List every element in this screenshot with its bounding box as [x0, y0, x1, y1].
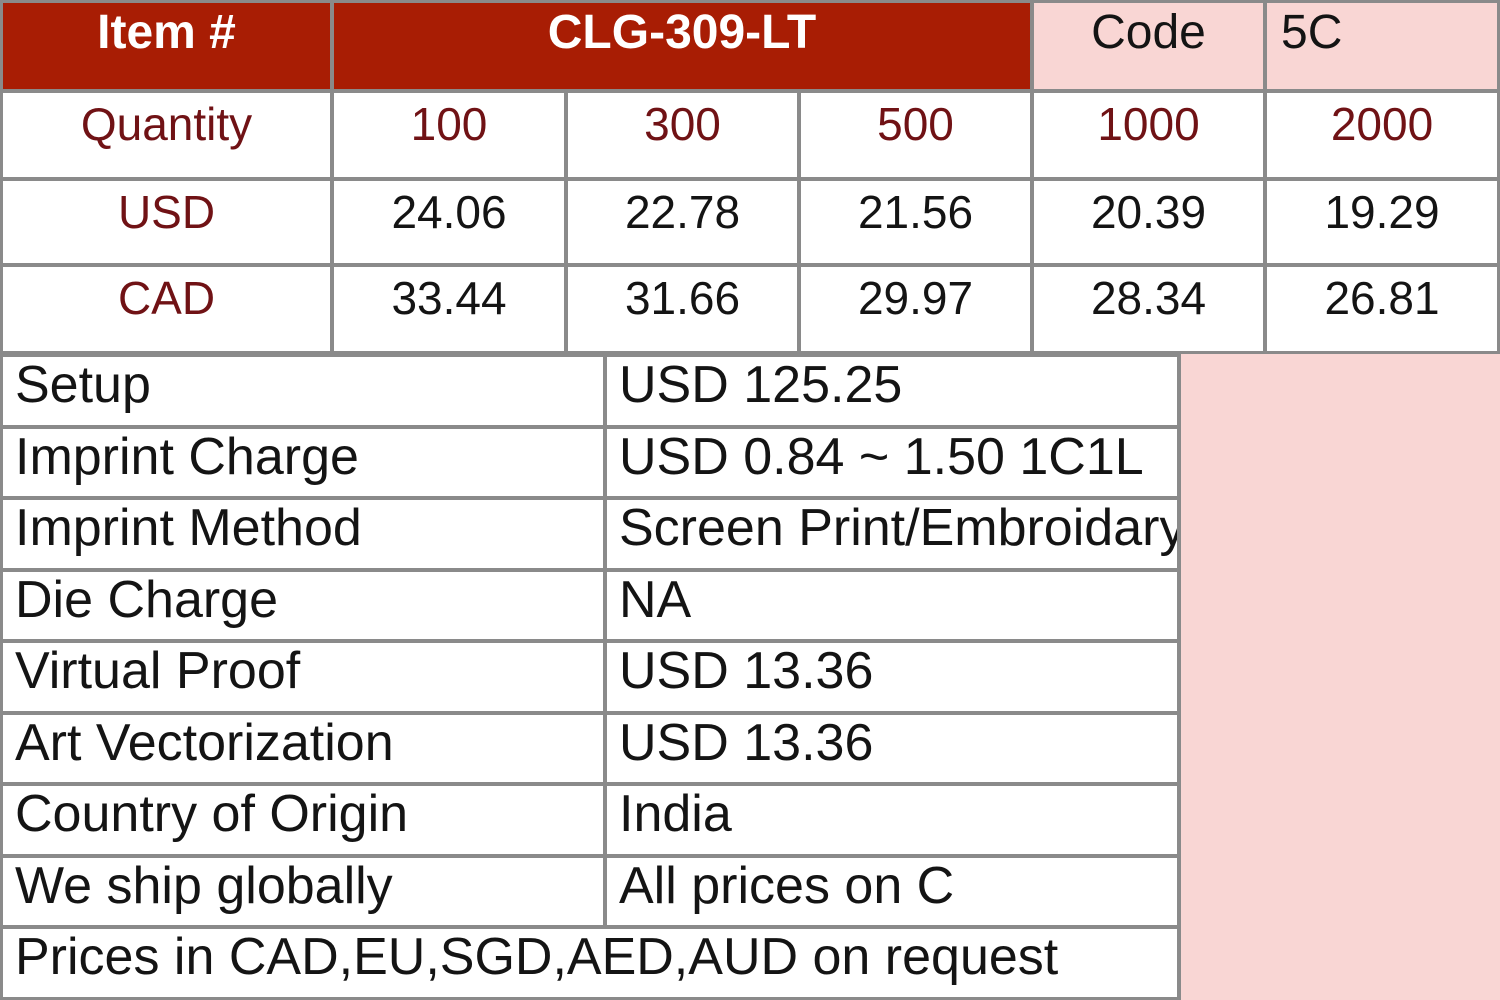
quantity-cell: 2000: [1267, 93, 1497, 177]
detail-value-cell: NA: [607, 571, 1177, 640]
cad-price-cell: 29.97: [801, 267, 1030, 351]
detail-label-cell: We ship globally: [3, 857, 603, 926]
quantity-label-cell: Quantity: [3, 93, 330, 177]
quantity-cell: 300: [568, 93, 797, 177]
usd-price-cell: 22.78: [568, 181, 797, 263]
footer-note-cell: Prices in CAD,EU,SGD,AED,AUD on request: [3, 929, 1177, 997]
usd-price-cell: 24.06: [334, 181, 564, 263]
detail-value-cell: Screen Print/Embroidary: [607, 500, 1177, 568]
detail-label-cell: Setup: [3, 357, 603, 425]
detail-value-cell: USD 13.36: [607, 714, 1177, 783]
details-section: Setup USD 125.25 Imprint Charge USD 0.84…: [0, 354, 1500, 1000]
currency-cad-cell: CAD: [3, 267, 330, 351]
detail-label-cell: Imprint Charge: [3, 428, 603, 497]
cad-price-cell: 28.34: [1034, 267, 1263, 351]
detail-value-cell: USD 125.25: [607, 357, 1177, 425]
price-table: Item # CLG-309-LT Code 5C Quantity 100 3…: [0, 0, 1500, 354]
cad-price-cell: 31.66: [568, 267, 797, 351]
detail-value-cell: USD 0.84 ~ 1.50 1C1L: [607, 428, 1177, 497]
detail-label-cell: Country of Origin: [3, 786, 603, 854]
usd-price-cell: 20.39: [1034, 181, 1263, 263]
side-pink-panel: [1177, 354, 1500, 1000]
detail-value-cell: India: [607, 786, 1177, 854]
detail-label-cell: Die Charge: [3, 571, 603, 640]
quantity-cell: 500: [801, 93, 1030, 177]
detail-value-cell: All prices on C: [607, 857, 1177, 926]
item-number-cell: CLG-309-LT: [334, 3, 1030, 89]
cad-price-cell: 33.44: [334, 267, 564, 351]
code-label-cell: Code: [1034, 3, 1263, 89]
detail-label-cell: Art Vectorization: [3, 714, 603, 783]
detail-label-cell: Imprint Method: [3, 500, 603, 568]
cad-price-cell: 26.81: [1267, 267, 1497, 351]
quantity-cell: 1000: [1034, 93, 1263, 177]
usd-price-cell: 19.29: [1267, 181, 1497, 263]
detail-value-cell: USD 13.36: [607, 643, 1177, 711]
code-value-cell: 5C: [1267, 3, 1497, 89]
quantity-cell: 100: [334, 93, 564, 177]
details-table: Setup USD 125.25 Imprint Charge USD 0.84…: [0, 354, 1177, 1000]
usd-price-cell: 21.56: [801, 181, 1030, 263]
detail-label-cell: Virtual Proof: [3, 643, 603, 711]
currency-usd-cell: USD: [3, 181, 330, 263]
item-header-cell: Item #: [3, 3, 330, 89]
